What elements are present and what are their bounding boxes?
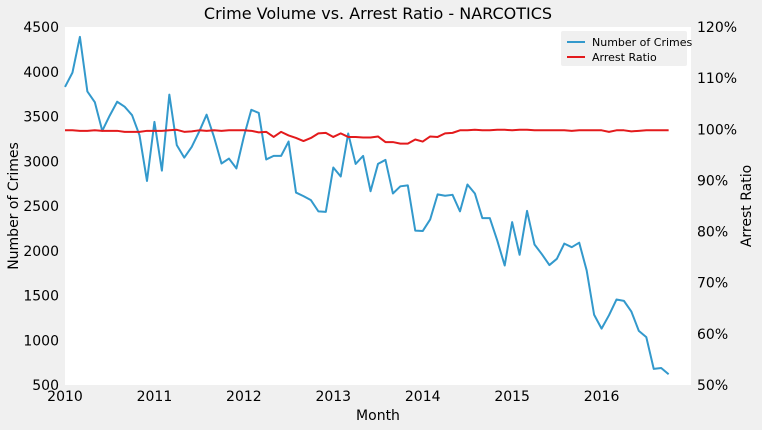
legend: Number of Crimes Arrest Ratio xyxy=(561,31,693,66)
y-right-tick-label-100pct: 100% xyxy=(697,122,737,138)
x-tick-label-2010: 2010 xyxy=(47,389,83,405)
y-left-tick-label-4000: 4000 xyxy=(23,65,59,81)
y-right-tick-label-80pct: 80% xyxy=(697,225,728,241)
y-left-tick-label-3000: 3000 xyxy=(23,154,59,170)
x-tick-label-2013: 2013 xyxy=(315,389,351,405)
x-axis-title: Month xyxy=(356,408,400,424)
y-axis-right-ticks: 50% 60% 70% 80% 90% 100% 110% 120% xyxy=(697,20,737,394)
y-axis-right-title: Arrest Ratio xyxy=(739,165,755,247)
x-axis-ticks: 2010 2011 2012 2013 2014 2015 2016 xyxy=(47,389,619,405)
legend-box xyxy=(561,31,687,66)
series-layer xyxy=(64,35,670,376)
x-tick-label-2016: 2016 xyxy=(584,389,620,405)
y-right-tick-label-90pct: 90% xyxy=(697,173,728,189)
x-tick-label-2015: 2015 xyxy=(494,389,530,405)
y-right-tick-label-60pct: 60% xyxy=(697,327,728,343)
x-tick-label-2011: 2011 xyxy=(137,389,173,405)
y-right-tick-label-70pct: 70% xyxy=(697,276,728,292)
y-left-tick-label-500: 500 xyxy=(32,378,59,394)
y-right-tick-label-120pct: 120% xyxy=(697,20,737,36)
y-right-tick-label-50pct: 50% xyxy=(697,378,728,394)
series-line-number-of-crimes xyxy=(64,35,670,376)
legend-label-crimes: Number of Crimes xyxy=(592,36,693,49)
x-tick-label-2014: 2014 xyxy=(405,389,441,405)
y-left-tick-label-1500: 1500 xyxy=(23,289,59,305)
legend-label-arrest: Arrest Ratio xyxy=(592,51,657,64)
y-axis-left-title: Number of Crimes xyxy=(6,142,22,270)
y-right-tick-label-110pct: 110% xyxy=(697,71,737,87)
y-left-tick-label-2000: 2000 xyxy=(23,244,59,260)
y-axis-left-ticks: 500 1000 1500 2000 2500 3000 3500 4000 4500 xyxy=(23,20,59,394)
series-line-arrest-ratio xyxy=(65,128,669,145)
chart-title: Crime Volume vs. Arrest Ratio - NARCOTIC… xyxy=(204,4,552,23)
y-left-tick-label-1000: 1000 xyxy=(23,333,59,349)
plot-area xyxy=(65,27,691,385)
y-left-tick-label-3500: 3500 xyxy=(23,110,59,126)
y-left-tick-label-4500: 4500 xyxy=(23,20,59,36)
x-tick-label-2012: 2012 xyxy=(226,389,262,405)
y-left-tick-label-2500: 2500 xyxy=(23,199,59,215)
